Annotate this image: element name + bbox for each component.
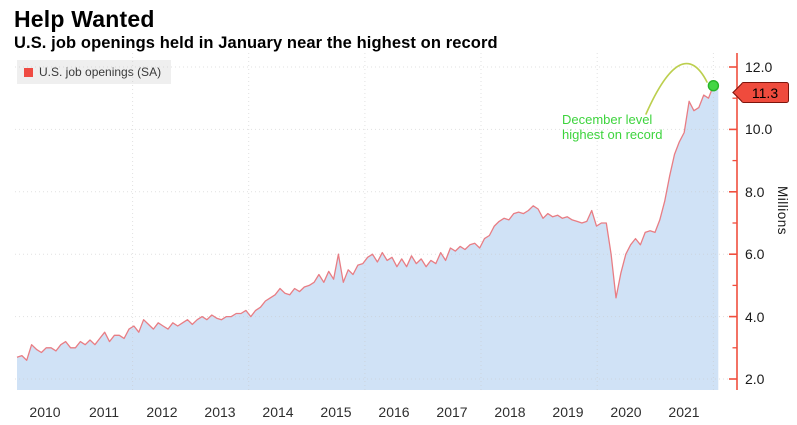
y-tick-label: 8.0 [745,184,765,200]
x-tick-label: 2012 [146,404,178,420]
y-tick-label: 12.0 [745,59,773,75]
y-tick-label: 6.0 [745,246,765,262]
legend: U.S. job openings (SA) [17,60,172,84]
annotation-arc [645,62,708,115]
x-tick-label: 2010 [29,404,61,420]
x-tick-label: 2018 [494,404,526,420]
legend-label: U.S. job openings (SA) [39,65,162,79]
x-tick-label: 2011 [88,404,120,420]
x-tick-label: 2020 [610,404,642,420]
y-axis-unit-label: Millions [775,186,790,236]
x-tick-label: 2016 [378,404,410,420]
x-tick-label: 2014 [262,404,294,420]
x-tick-label: 2017 [436,404,468,420]
y-tick-label: 10.0 [745,121,773,137]
y-tick-label: 4.0 [745,309,765,325]
series-line [16,85,719,361]
x-tick-label: 2015 [320,404,352,420]
chart-subtitle: U.S. job openings held in January near t… [14,34,498,52]
annotation-text: December level highest on record [562,112,662,142]
y-tick-label: 2.0 [745,371,765,387]
last-value-text: 11.3 [751,84,779,101]
area-fill [17,85,719,390]
last-value-badge: 11.3 [731,82,789,103]
annotation-line1: December level [562,112,653,127]
x-tick-label: 2019 [552,404,584,420]
x-tick-label: 2021 [668,404,700,420]
x-tick-label: 2013 [204,404,236,420]
legend-swatch-icon [24,67,33,77]
annotation-line2: highest on record [562,127,663,142]
highlight-dot [707,79,720,92]
chart-title: Help Wanted [14,6,155,32]
